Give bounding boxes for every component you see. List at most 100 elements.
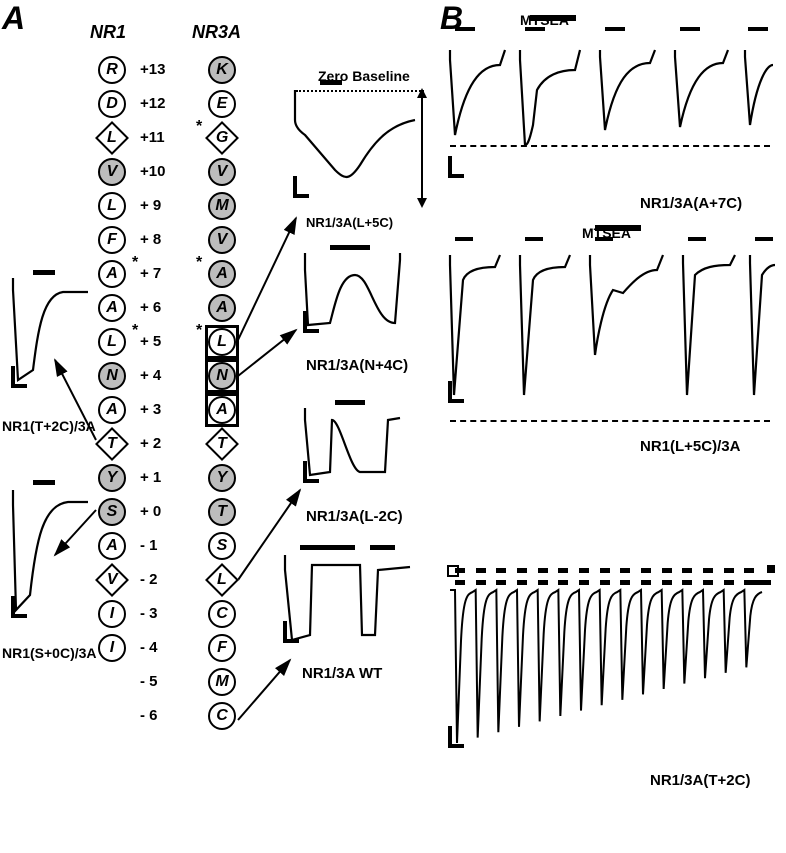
scalebar-v bbox=[448, 156, 452, 176]
asterisk: * bbox=[196, 254, 202, 272]
asterisk: * bbox=[132, 254, 138, 272]
position-label: + 5 bbox=[140, 333, 161, 350]
residue-nr1: A bbox=[98, 532, 126, 560]
boxed-residue: N bbox=[205, 359, 239, 393]
application-bar bbox=[680, 27, 700, 31]
application-bar bbox=[525, 237, 543, 241]
residue-nr3a: C bbox=[208, 600, 236, 628]
boxed-residue: L bbox=[205, 325, 239, 359]
application-bar bbox=[755, 237, 773, 241]
residue-nr3a: E bbox=[208, 90, 236, 118]
label-a7c: NR1/3A(A+7C) bbox=[640, 195, 742, 212]
asterisk: * bbox=[196, 118, 202, 136]
position-label: +12 bbox=[140, 95, 165, 112]
position-label: + 6 bbox=[140, 299, 161, 316]
position-label: + 0 bbox=[140, 503, 161, 520]
residue-nr3a: M bbox=[208, 192, 236, 220]
residue-nr3a: A bbox=[208, 294, 236, 322]
position-label: +11 bbox=[140, 129, 165, 146]
trace-a-t2c bbox=[8, 270, 93, 400]
residue-nr1: F bbox=[98, 226, 126, 254]
label-l5c3a: NR1(L+5C)/3A bbox=[640, 438, 740, 455]
asterisk: * bbox=[132, 322, 138, 340]
application-bar bbox=[455, 27, 475, 31]
application-bar bbox=[320, 80, 342, 85]
scalebar-v bbox=[283, 621, 287, 641]
application-bar bbox=[595, 237, 613, 241]
trace-b-t2c bbox=[445, 560, 775, 760]
position-label: + 3 bbox=[140, 401, 161, 418]
application-bar bbox=[300, 545, 355, 550]
position-label: - 5 bbox=[140, 673, 158, 690]
residue-nr3a: Y bbox=[208, 464, 236, 492]
position-label: + 8 bbox=[140, 231, 161, 248]
residue-nr1: A bbox=[98, 396, 126, 424]
position-label: + 7 bbox=[140, 265, 161, 282]
residue-nr1: Y bbox=[98, 464, 126, 492]
application-bar bbox=[595, 225, 641, 231]
position-label: +10 bbox=[140, 163, 165, 180]
scalebar-v bbox=[11, 366, 15, 386]
residue-nr1: N bbox=[98, 362, 126, 390]
scalebar-h bbox=[448, 399, 464, 403]
scalebar-h bbox=[303, 479, 319, 483]
application-bar bbox=[335, 400, 365, 405]
position-label: + 1 bbox=[140, 469, 161, 486]
residue-nr3a: F bbox=[208, 634, 236, 662]
residue-nr3a: T bbox=[208, 498, 236, 526]
residue-nr1: L bbox=[98, 192, 126, 220]
application-bar bbox=[748, 27, 768, 31]
residue-nr1: R bbox=[98, 56, 126, 84]
position-label: - 2 bbox=[140, 571, 158, 588]
scalebar-h bbox=[448, 174, 464, 178]
residue-nr1: V bbox=[98, 158, 126, 186]
trace-b-a7c bbox=[445, 35, 775, 190]
position-label: - 1 bbox=[140, 537, 158, 554]
application-bar bbox=[688, 237, 706, 241]
trace-a-wt bbox=[280, 545, 420, 655]
panel-b-label: B bbox=[440, 0, 463, 37]
application-bar bbox=[33, 270, 55, 275]
application-bar bbox=[605, 27, 625, 31]
residue-nr1: D bbox=[98, 90, 126, 118]
boxed-residue: A bbox=[205, 393, 239, 427]
position-label: - 3 bbox=[140, 605, 158, 622]
residue-nr3a: A bbox=[208, 396, 236, 424]
position-label: +13 bbox=[140, 61, 165, 78]
residue-nr3a: M bbox=[208, 668, 236, 696]
l5c3a-baseline bbox=[450, 420, 770, 422]
residue-nr3a: V bbox=[208, 158, 236, 186]
position-label: + 2 bbox=[140, 435, 161, 452]
residue-nr3a: A bbox=[208, 260, 236, 288]
application-bar bbox=[330, 245, 370, 250]
residue-nr3a: K bbox=[208, 56, 236, 84]
scalebar-h bbox=[11, 384, 27, 388]
position-label: + 4 bbox=[140, 367, 161, 384]
scalebar-v bbox=[448, 381, 452, 401]
residue-nr3a: V bbox=[208, 226, 236, 254]
scalebar-h bbox=[283, 639, 299, 643]
scalebar-h bbox=[293, 194, 309, 198]
scalebar-h bbox=[448, 744, 464, 748]
application-bar bbox=[530, 15, 576, 21]
residue-nr1: S bbox=[98, 498, 126, 526]
application-bar bbox=[455, 237, 473, 241]
scalebar-v bbox=[11, 596, 15, 616]
trace-a-s0c bbox=[8, 480, 93, 630]
residue-nr3a: L bbox=[208, 328, 236, 356]
residue-nr1: A bbox=[98, 260, 126, 288]
scalebar-v bbox=[303, 461, 307, 481]
scalebar-v bbox=[303, 311, 307, 331]
residue-nr1: I bbox=[98, 634, 126, 662]
application-bar bbox=[370, 545, 395, 550]
position-label: + 9 bbox=[140, 197, 161, 214]
application-bar bbox=[33, 480, 55, 485]
position-label: - 4 bbox=[140, 639, 158, 656]
residue-nr3a: S bbox=[208, 532, 236, 560]
scalebar-h bbox=[303, 329, 319, 333]
trace-a-l5c bbox=[290, 80, 420, 210]
residue-nr1: L bbox=[98, 328, 126, 356]
application-bar bbox=[525, 27, 545, 31]
scalebar-v bbox=[293, 176, 297, 196]
position-label: - 6 bbox=[140, 707, 158, 724]
